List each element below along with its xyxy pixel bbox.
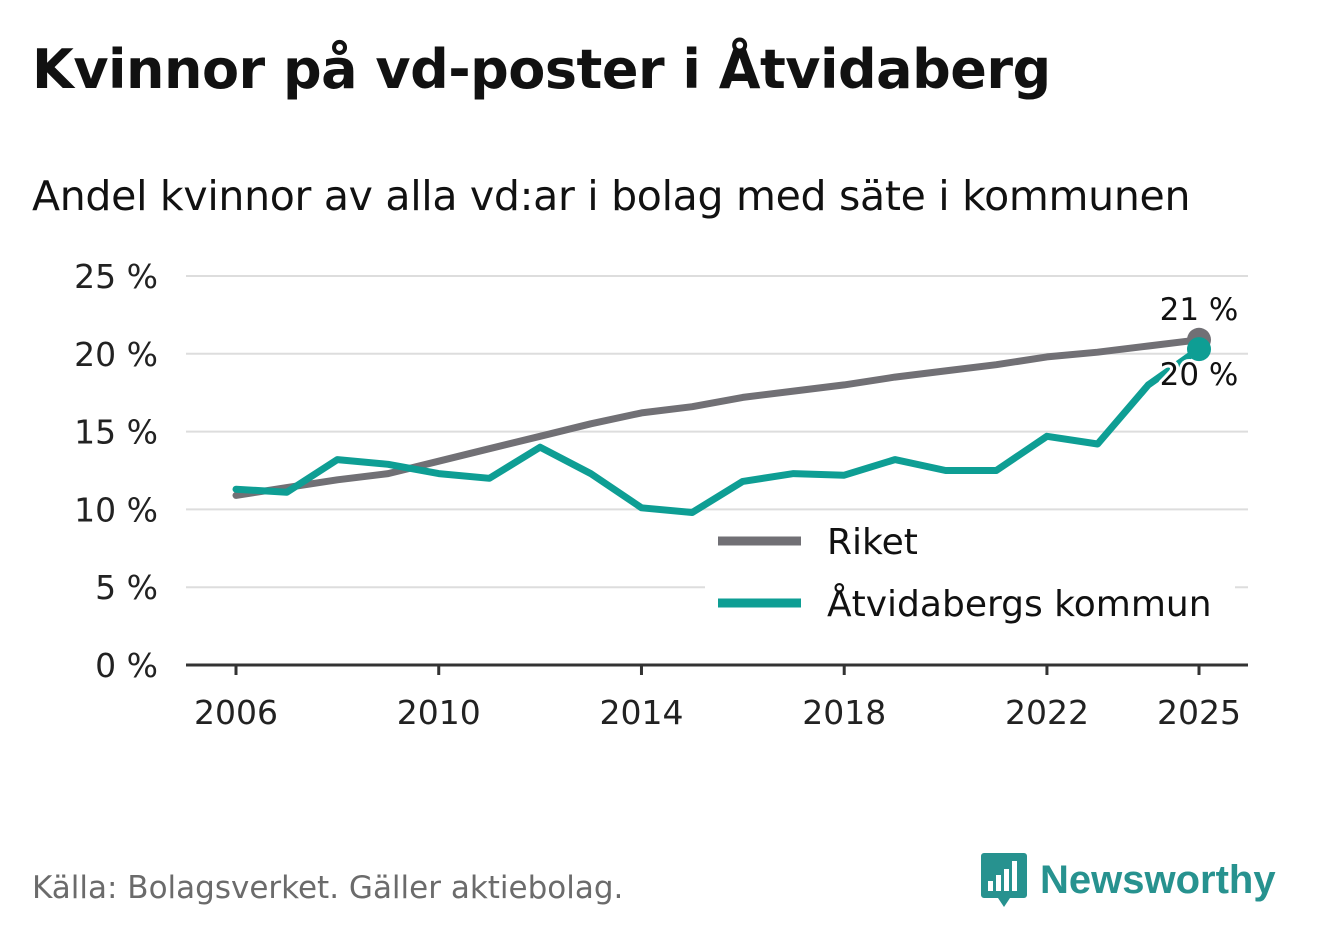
chart-title: Kvinnor på vd-poster i Åtvidaberg — [32, 38, 1051, 101]
y-tick-label: 0 % — [95, 646, 158, 685]
bar-chart-icon — [981, 853, 1027, 907]
x-tick-label: 2022 — [1005, 693, 1089, 732]
series-line — [232, 345, 1203, 516]
x-tick-label: 2006 — [194, 693, 278, 732]
end-marker — [1187, 337, 1211, 362]
x-tick-label: 2010 — [397, 693, 481, 732]
end-value-label: 21 % — [1160, 292, 1239, 328]
logo-text: Newsworthy — [1040, 857, 1276, 902]
y-tick-label: 10 % — [74, 490, 158, 529]
y-tick-label: 5 % — [95, 568, 158, 607]
legend-label: Riket — [827, 522, 918, 563]
end-labels: 21 % 20 % — [1157, 289, 1242, 396]
y-tick-label: 20 % — [74, 335, 158, 374]
grid-lines — [186, 275, 1248, 667]
series-lines — [232, 327, 1211, 516]
chart-subtitle: Andel kvinnor av alla vd:ar i bolag med … — [32, 172, 1191, 220]
x-tick-label: 2014 — [599, 693, 683, 732]
end-value-label: 20 % — [1160, 357, 1239, 393]
x-tick-label: 2025 — [1157, 693, 1241, 732]
legend-background — [705, 515, 1235, 635]
source-note: Källa: Bolagsverket. Gäller aktiebolag. — [32, 870, 624, 906]
series-line — [232, 336, 1203, 499]
legend: Riket Åtvidabergs kommun — [705, 515, 1235, 635]
y-axis-ticks: 0 % 5 % 10 % 15 % 20 % 25 % — [74, 257, 158, 685]
y-tick-label: 25 % — [74, 257, 158, 296]
y-tick-label: 15 % — [74, 413, 158, 452]
newsworthy-logo: Newsworthy — [980, 850, 1276, 910]
x-axis-ticks: 2006 2010 2014 2018 2022 2025 — [194, 665, 1241, 732]
legend-label: Åtvidabergs kommun — [827, 582, 1212, 625]
x-tick-label: 2018 — [802, 693, 886, 732]
